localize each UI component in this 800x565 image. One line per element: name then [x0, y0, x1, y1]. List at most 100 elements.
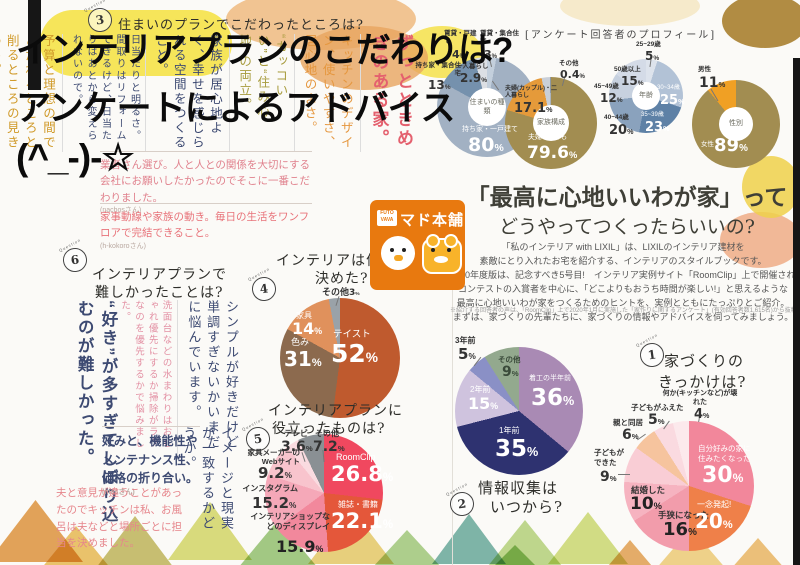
q4-value-color: 31%	[284, 347, 322, 371]
q6-note-bottom: 夫と意見が違うことがあったのでキッチンは私、お風呂は夫などと場所ごとに担当を決め…	[56, 487, 182, 550]
question2-heading-line2: いつから?	[490, 498, 564, 516]
brand-small-box: FUTO VAVA	[377, 210, 397, 226]
question2-heading-line1: 情報収集は	[478, 479, 559, 497]
q3-answer-5: 日当たりと明るさ。間取りはリフォームできるけど、日当たりはあとから変えられないの…	[61, 34, 146, 152]
q5-value-tv: 3.6%	[281, 439, 313, 455]
age-value-25-29: 5%	[645, 49, 660, 63]
q1-label-had-kids: 子どもができた	[594, 448, 624, 467]
q5-label-roomclip: RoomClip	[336, 452, 376, 462]
percent-sign: %	[355, 292, 360, 297]
question6-answers: シンプルが好きだけど単調すぎないかいまだに悩んでいます。 洗面台などの水まわりは…	[119, 300, 245, 460]
residence-label-rent-apartment: 賃貸・集合住宅	[480, 30, 519, 45]
q2-label-2years: 2年前	[470, 385, 491, 394]
q5-pie-chart	[265, 434, 383, 552]
question-word: Question	[83, 0, 107, 13]
scan-edge-left	[28, 0, 41, 90]
question6-badge: Question 6	[58, 237, 89, 274]
question-word: Question	[247, 266, 271, 282]
family-label-other: その他	[559, 60, 579, 67]
q5-value-other: 7.2%	[313, 439, 345, 455]
q3-answer-6: 予算と理想の間でこだわるところと削るところの見きわめ。	[0, 34, 55, 150]
residence-label-rent-house: 賃貸・戸建て	[444, 30, 477, 45]
brand-name: マド本舗	[400, 212, 465, 229]
question-word: Question	[58, 237, 82, 253]
lead-footnote: ※紹介する回答者の声は、「RoomClip」上で2020年1月に実施した「家作り…	[450, 308, 796, 314]
gender-value-female: 89%	[714, 135, 748, 156]
q6-note-box-text: 好みと、機能性やメンテナンス性、価格の折り合い。	[102, 434, 199, 486]
label-pointer-line	[618, 474, 630, 475]
question2-number: 2	[456, 496, 468, 512]
question5-heading-line1: インテリアプランに	[268, 403, 403, 419]
q1-label-parents: 親と同居	[613, 418, 643, 427]
watercolor-triangle	[548, 512, 628, 564]
gender-donut-center-label: 性別	[719, 107, 753, 141]
q4-label-furniture: 家具	[296, 311, 312, 320]
brand-box-line2: VAVA	[380, 216, 394, 223]
question1-number: 1	[646, 347, 658, 363]
family-value-couple-kids: 79.6%	[527, 143, 578, 163]
q5-label-display: インテリアショップなどのディスプレイ	[250, 512, 330, 531]
question4-number: 4	[258, 281, 270, 297]
q5-label-website: 家具メーカーのWebサイト	[247, 448, 301, 466]
age-value-45-49: 12%	[600, 91, 623, 105]
mado-honpo-badge: FUTO VAVA マド本舗	[370, 200, 465, 290]
age-label-40-44: 40~44歳	[604, 114, 629, 121]
q1-pie-chart	[624, 421, 754, 551]
gender-label-female: 女性	[701, 141, 714, 148]
question-word: Question	[445, 481, 469, 497]
family-label-single: 一人暮らし	[456, 63, 489, 70]
q1-label-broken: 何か(キッチンなど)が壊れた	[662, 390, 738, 406]
q1-value-more-kids: 5%	[648, 412, 665, 428]
watercolor-triangle	[372, 530, 442, 565]
family-label-couple-kids: 夫婦+子ども	[528, 134, 568, 141]
lead-body-line: 2020年度版は、記念すべき5号目! インテリア実例サイト「RoomClip」上…	[450, 269, 800, 280]
overlay-text-line2: アンケートによるアドバイス	[16, 89, 456, 128]
q3-answer-4: 家族が居心地よく、幸せを感じられる空間をつくること。	[145, 34, 229, 152]
watercolor-triangle	[432, 514, 506, 564]
overlay-text-line1: インテリアプランのこだわりは?	[16, 31, 513, 70]
q3-note-2-text: 家事動線や家族の動き。毎日の生活をワンフロアで完結できること。	[100, 211, 310, 240]
gender-value-male: 11%	[699, 75, 726, 91]
age-value-50plus: 15%	[621, 74, 644, 88]
age-label-50plus: 50歳以上	[614, 66, 641, 73]
q6-answer-2: 洗面台などの水まわりはおしゃれ優先にするか掃除がラクなのを優先するかで悩みました…	[119, 300, 172, 450]
family-donut-center-label: 家族構成	[533, 105, 569, 141]
lead-body-line: 最高に心地いいわが家をつくるためのヒントを、実例とともにたっぷりとご紹介。	[456, 297, 790, 308]
residence-value-main: 80%	[468, 134, 504, 156]
lead-title-line1: 「最高に心地いいわが家」って	[466, 184, 788, 211]
q1-label-more-kids: 子どもがふえた	[631, 403, 684, 412]
q1-label-cramped: 手狭になった	[658, 510, 710, 520]
question4-badge: Question 4	[247, 266, 278, 303]
family-value-other: 0.4%	[560, 68, 585, 81]
q4-other-label: その他	[322, 287, 350, 297]
q2-value-other: 9%	[502, 364, 519, 380]
q3-note-1-by: (nachosさん)	[100, 206, 142, 214]
q1-value-resolve: 20%	[695, 509, 733, 533]
q2-label-halfyear: 着工の半年前	[529, 375, 571, 382]
residence-label-owned-apartment: 持ち家・集合住宅	[415, 62, 462, 77]
q2-label-other: その他	[498, 355, 521, 364]
q5-value-display: 15.9%	[276, 537, 324, 556]
q2-label-3years: 3年前	[455, 336, 476, 345]
age-value-35-39: 23%	[645, 120, 670, 135]
lead-body: 「私のインテリア with LIXIL」は、LIXILのインテリア建材を 素敵に…	[450, 241, 800, 325]
question1-badge: Question 1	[635, 332, 666, 369]
q3-answer-2: キッチンのデザイン、使いやすさ、居心地のよさ。	[294, 34, 359, 152]
residence-value-owned-apartment: 13%	[428, 78, 451, 92]
q6-note-box: 好みと、機能性やメンテナンス性、価格の折り合い。 (masさん)	[102, 426, 200, 499]
question6-number: 6	[69, 252, 81, 268]
page-gutter-line	[452, 235, 453, 565]
question1-heading-line1: 家づくりの	[664, 352, 745, 370]
q4-value-furniture: 14%	[292, 319, 323, 338]
family-value-single: 2.9%	[460, 71, 488, 85]
question6-heading-line2: 難しかったことは?	[95, 285, 224, 301]
q6-answer-3: “好き”が多すぎてしぼり込むのが難しかった。	[75, 300, 117, 524]
age-value-30-34: 25%	[660, 93, 685, 108]
brand-box-line1: FUTO	[380, 210, 394, 216]
watercolor-blob-orange-2	[300, 26, 428, 90]
q6-note-box-by: (masさん)	[102, 488, 135, 496]
question5-heading-line2: 役立ったものは?	[272, 421, 386, 437]
q5-value-magazine: 22.1%	[331, 509, 394, 533]
age-label-45-49: 45~49歳	[594, 83, 619, 90]
